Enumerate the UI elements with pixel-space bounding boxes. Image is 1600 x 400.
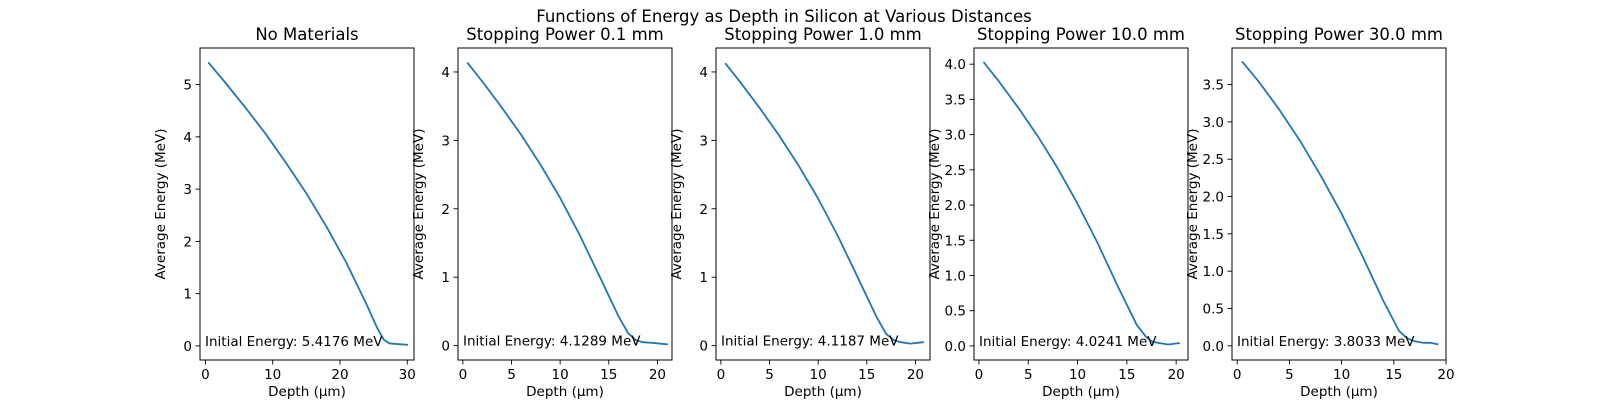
x-tick-label: 20 <box>1168 367 1185 383</box>
y-tick-label: 2 <box>441 202 450 218</box>
y-tick-label: 3 <box>183 182 192 198</box>
x-tick-label: 30 <box>399 367 416 383</box>
x-tick-label: 10 <box>810 367 827 383</box>
y-tick-label: 0 <box>183 339 192 355</box>
y-tick-label: 2.0 <box>945 198 966 214</box>
series-line <box>983 61 1180 346</box>
y-tick-label: 4 <box>441 65 450 81</box>
plot-frame <box>457 47 673 361</box>
y-tick-label: 2.5 <box>1203 152 1224 168</box>
x-axis-label: Depth (μm) <box>268 384 346 400</box>
x-tick-label: 10 <box>1069 367 1086 383</box>
y-tick-label: 3.5 <box>945 92 966 108</box>
initial-energy-annotation: Initial Energy: 3.8033 MeV <box>1237 334 1415 350</box>
y-tick-label: 1 <box>441 270 450 286</box>
y-tick-label: 0.0 <box>945 339 966 355</box>
initial-energy-annotation: Initial Energy: 4.1187 MeV <box>721 334 899 350</box>
x-tick-label: 15 <box>600 367 617 383</box>
subplot-title: Stopping Power 0.1 mm <box>466 25 664 44</box>
y-tick-label: 1 <box>699 270 708 286</box>
plot-frame <box>973 47 1189 361</box>
y-tick-label: 3 <box>699 133 708 149</box>
y-tick-label: 5 <box>183 78 192 94</box>
y-tick-label: 1.5 <box>945 233 966 249</box>
x-tick-label: 10 <box>1333 367 1350 383</box>
plot-frame <box>199 47 415 361</box>
y-tick-label: 3.5 <box>1203 78 1224 94</box>
y-tick-label: 0 <box>441 339 450 355</box>
x-tick-label: 0 <box>459 367 468 383</box>
x-tick-label: 20 <box>907 367 924 383</box>
y-axis-label: Average Energy (MeV) <box>153 128 169 279</box>
subplot-title: Stopping Power 10.0 mm <box>977 25 1185 44</box>
series-line <box>207 61 409 346</box>
x-axis-label: Depth (μm) <box>1042 384 1120 400</box>
x-tick-label: 20 <box>331 367 348 383</box>
subplot-title: Stopping Power 30.0 mm <box>1235 25 1443 44</box>
y-tick-label: 3 <box>441 133 450 149</box>
y-tick-label: 1.0 <box>945 268 966 284</box>
y-tick-label: 4 <box>699 65 708 81</box>
y-tick-label: 4 <box>183 130 192 146</box>
figure-suptitle: Functions of Energy as Depth in Silicon … <box>536 7 1031 26</box>
x-tick-label: 0 <box>975 367 984 383</box>
y-tick-label: 4.0 <box>945 57 966 73</box>
y-tick-label: 1.0 <box>1203 264 1224 280</box>
subplot-1: No Materials 0 10 20 30 0 1 2 3 4 5 Depth (μm) Avera… <box>153 25 416 400</box>
subplot-title: Stopping Power 1.0 mm <box>724 25 922 44</box>
series-line <box>724 62 925 345</box>
initial-energy-annotation: Initial Energy: 4.0241 MeV <box>979 334 1157 350</box>
x-tick-label: 5 <box>1024 367 1033 383</box>
x-tick-label: 5 <box>765 367 774 383</box>
x-axis-label: Depth (μm) <box>526 384 604 400</box>
x-axis-label: Depth (μm) <box>784 384 862 400</box>
subplot-title: No Materials <box>255 25 358 44</box>
series-line <box>1241 61 1439 346</box>
plot-frame <box>715 47 931 361</box>
y-tick-label: 3.0 <box>945 128 966 144</box>
x-tick-label: 15 <box>858 367 875 383</box>
subplot-4: Stopping Power 10.0 mm 0 5 10 15 20 0.0 0.5 1.0 1… <box>927 25 1189 400</box>
y-axis-label: Average Energy (MeV) <box>1185 128 1201 279</box>
y-tick-label: 1.5 <box>1203 227 1224 243</box>
x-tick-label: 15 <box>1385 367 1402 383</box>
y-tick-label: 2.5 <box>945 163 966 179</box>
y-tick-label: 3.0 <box>1203 115 1224 131</box>
y-axis-label: Average Energy (MeV) <box>669 128 685 279</box>
y-tick-label: 0 <box>699 339 708 355</box>
x-axis-label: Depth (μm) <box>1300 384 1378 400</box>
y-axis-label: Average Energy (MeV) <box>927 128 943 279</box>
y-tick-label: 0.0 <box>1203 339 1224 355</box>
series-line <box>466 62 668 346</box>
y-axis-label: Average Energy (MeV) <box>411 128 427 279</box>
y-tick-label: 0.5 <box>945 304 966 320</box>
x-tick-label: 5 <box>1285 367 1294 383</box>
y-tick-label: 1 <box>183 287 192 303</box>
x-tick-label: 10 <box>552 367 569 383</box>
x-tick-label: 0 <box>201 367 210 383</box>
subplot-5: Stopping Power 30.0 mm 0 5 10 15 20 0.0 0.5 1.0 1… <box>1185 25 1455 400</box>
y-tick-label: 0.5 <box>1203 301 1224 317</box>
initial-energy-annotation: Initial Energy: 4.1289 MeV <box>463 334 641 350</box>
x-tick-label: 15 <box>1118 367 1135 383</box>
y-tick-label: 2 <box>699 202 708 218</box>
y-tick-label: 2 <box>183 234 192 250</box>
y-tick-label: 2.0 <box>1203 190 1224 206</box>
x-tick-label: 20 <box>649 367 666 383</box>
initial-energy-annotation: Initial Energy: 5.4176 MeV <box>205 334 383 350</box>
plot-frame <box>1231 47 1447 361</box>
subplot-3: Stopping Power 1.0 mm 0 5 10 15 20 0 1 2 3 4 Depth … <box>669 25 931 400</box>
x-tick-label: 20 <box>1437 367 1454 383</box>
x-tick-label: 10 <box>264 367 281 383</box>
x-tick-label: 0 <box>1233 367 1242 383</box>
x-tick-label: 0 <box>717 367 726 383</box>
subplot-2: Stopping Power 0.1 mm 0 5 10 15 20 0 1 2 3 4 Depth … <box>411 25 673 400</box>
x-tick-label: 5 <box>507 367 516 383</box>
